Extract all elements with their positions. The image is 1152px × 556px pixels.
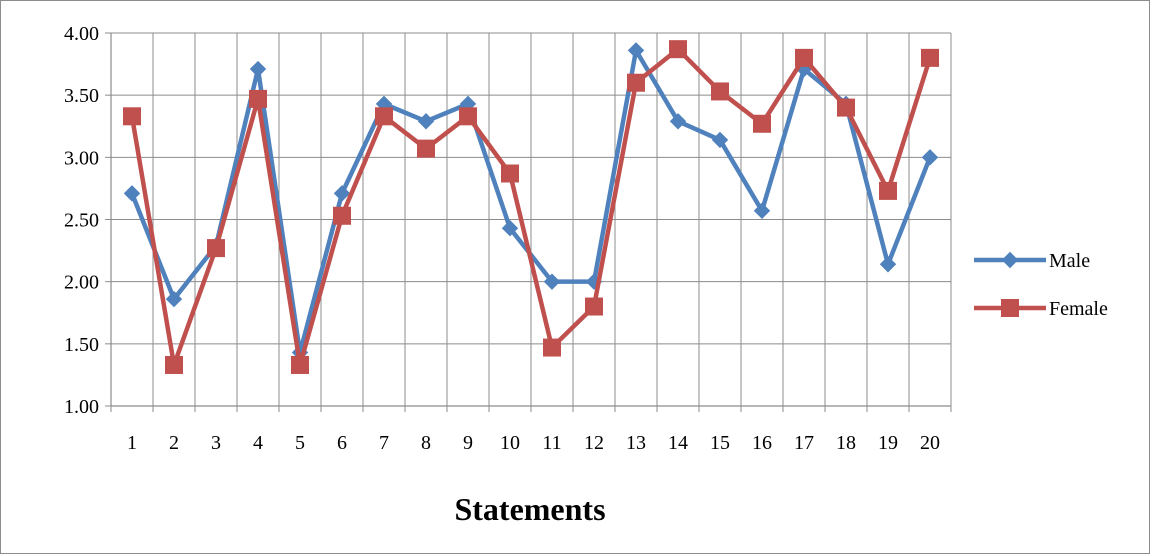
data-point-female xyxy=(921,48,939,67)
x-tick-label: 1 xyxy=(127,432,137,454)
data-point-female xyxy=(753,114,771,133)
data-point-male xyxy=(921,149,939,166)
data-point-male xyxy=(501,219,519,237)
x-tick-label: 12 xyxy=(584,432,604,454)
x-tick-label: 3 xyxy=(211,432,221,454)
data-point-female xyxy=(207,239,225,258)
series-female xyxy=(123,40,939,374)
data-point-male xyxy=(753,202,771,220)
x-tick-label: 13 xyxy=(626,432,646,454)
data-point-female xyxy=(459,107,477,126)
axes xyxy=(105,32,952,412)
x-axis-title: Statements xyxy=(454,491,605,527)
data-point-male xyxy=(669,113,687,130)
x-tick-label: 16 xyxy=(752,432,772,454)
data-point-female xyxy=(711,82,729,101)
data-point-male xyxy=(123,185,141,202)
legend-item-male: Male xyxy=(974,250,1090,272)
data-point-female xyxy=(543,338,561,357)
legend-marker xyxy=(1001,299,1019,317)
series-lines xyxy=(123,40,939,374)
data-point-female xyxy=(165,355,183,374)
series-line-female xyxy=(129,46,933,368)
x-tick-label: 11 xyxy=(542,432,561,454)
y-tick-labels: 1.00 1.50 2.00 2.50 3.00 3.50 4.00 xyxy=(64,23,99,418)
y-tick-label: 3.00 xyxy=(64,147,99,169)
x-tick-label: 15 xyxy=(710,432,730,454)
legend-item-female: Female xyxy=(974,298,1108,320)
x-tick-label: 4 xyxy=(253,432,263,454)
x-tick-label: 19 xyxy=(878,432,898,454)
data-point-female xyxy=(795,48,813,67)
data-point-male xyxy=(627,42,645,59)
x-tick-label: 20 xyxy=(920,432,940,454)
data-point-female xyxy=(879,181,897,200)
data-point-female xyxy=(123,107,141,126)
x-tick-label: 8 xyxy=(421,432,431,454)
x-tick-label: 18 xyxy=(836,432,856,454)
data-point-female xyxy=(669,40,687,59)
data-point-male xyxy=(879,256,897,273)
legend-marker xyxy=(1001,251,1019,269)
data-point-female xyxy=(837,98,855,117)
data-point-male xyxy=(711,131,729,149)
y-tick-label: 3.50 xyxy=(64,85,99,107)
y-tick-label: 1.00 xyxy=(64,396,99,418)
data-point-female xyxy=(333,206,351,225)
legend: Male Female xyxy=(974,250,1108,320)
data-point-female xyxy=(249,89,267,108)
data-point-female xyxy=(501,164,519,183)
x-tick-label: 2 xyxy=(169,432,179,454)
legend-label: Female xyxy=(1049,298,1108,320)
y-tick-label: 2.00 xyxy=(64,272,99,294)
x-tick-label: 14 xyxy=(668,432,688,454)
data-point-female xyxy=(585,297,603,316)
data-point-male xyxy=(417,113,435,130)
data-point-male xyxy=(333,185,351,202)
data-point-male xyxy=(249,60,267,78)
y-tick-label: 4.00 xyxy=(64,23,99,45)
y-tick-label: 1.50 xyxy=(64,334,99,356)
y-tick-label: 2.50 xyxy=(64,210,99,232)
data-point-female xyxy=(417,139,435,158)
x-tick-label: 5 xyxy=(295,432,305,454)
x-tick-label: 7 xyxy=(379,432,389,454)
data-point-male xyxy=(543,273,561,290)
x-tick-label: 10 xyxy=(500,432,520,454)
x-tick-label: 9 xyxy=(463,432,473,454)
data-point-male xyxy=(165,290,183,308)
legend-label: Male xyxy=(1049,250,1090,272)
x-tick-label: 17 xyxy=(794,432,814,454)
x-tick-label: 6 xyxy=(337,432,347,454)
x-tick-labels: 1 2 3 4 5 6 7 8 9 10 11 12 13 14 15 16 17 18 19 20 xyxy=(127,432,940,454)
data-point-female xyxy=(627,73,645,92)
data-point-female xyxy=(375,107,393,126)
data-point-female xyxy=(291,355,309,374)
